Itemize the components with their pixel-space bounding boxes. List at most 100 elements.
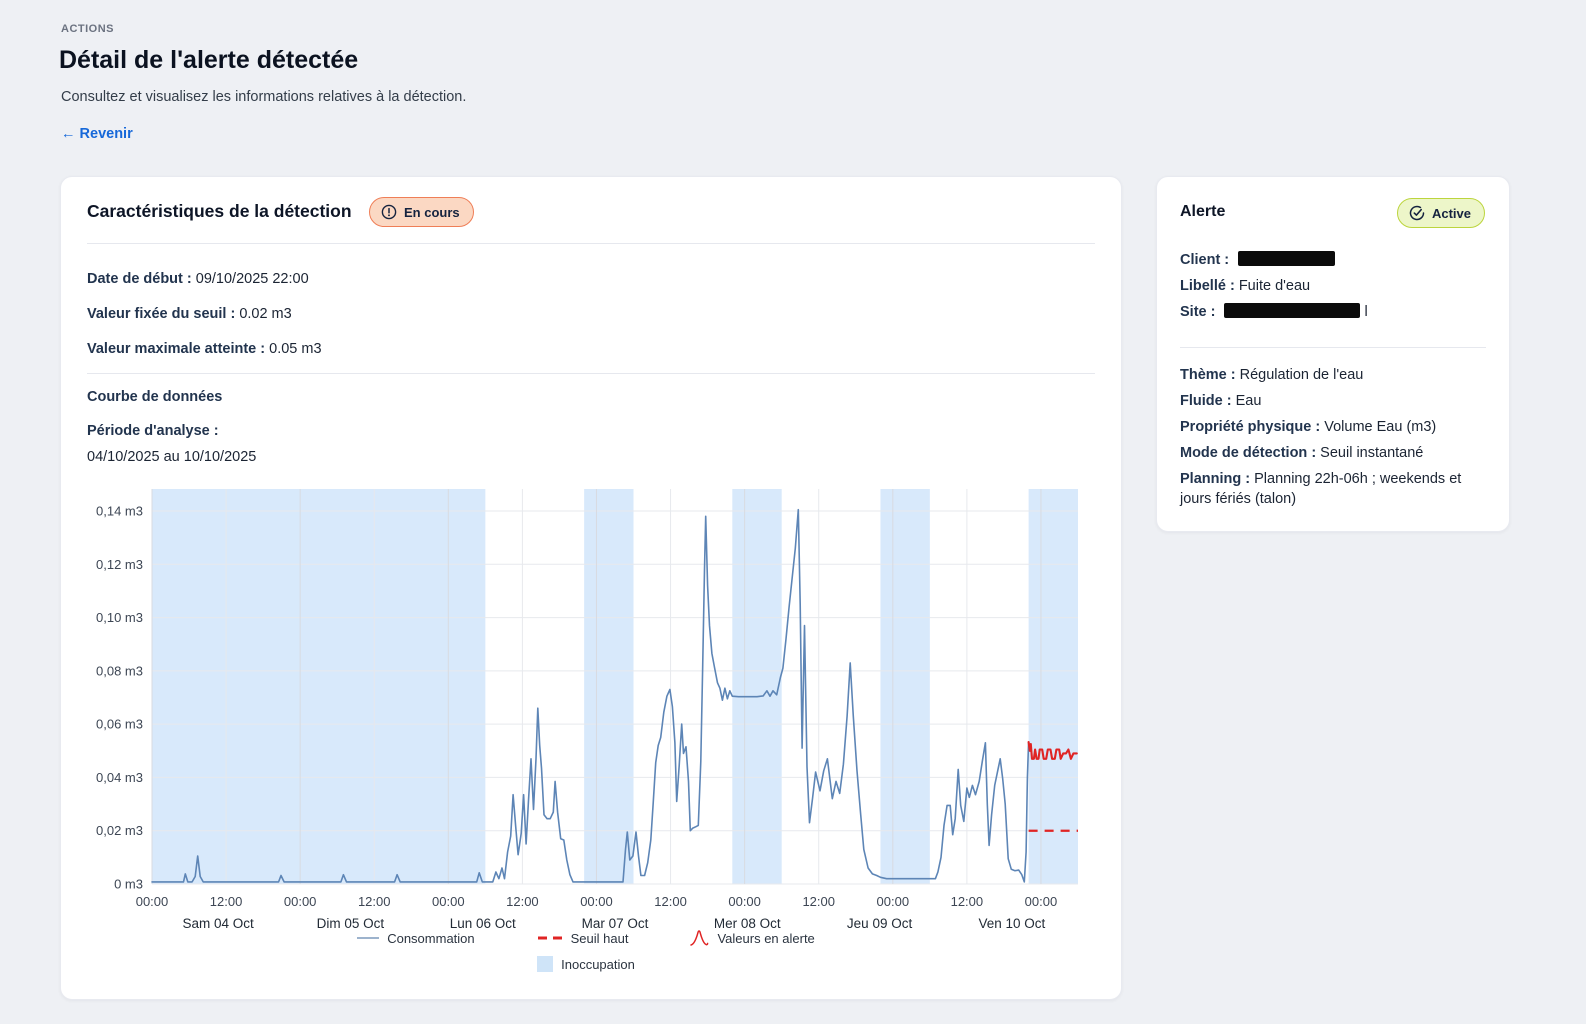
svg-text:00:00: 00:00 xyxy=(728,894,761,909)
alert-values-line xyxy=(1027,740,1078,760)
svg-text:0,12 m3: 0,12 m3 xyxy=(96,557,143,572)
field-fluide: Fluide : Eau xyxy=(1180,391,1490,411)
field-value: 0.02 m3 xyxy=(239,306,292,322)
field-value: l xyxy=(1364,304,1368,320)
field-theme: Thème : Régulation de l'eau xyxy=(1180,365,1490,385)
back-link[interactable]: ← Revenir xyxy=(61,126,133,142)
legend-item-consommation: Consommation xyxy=(357,929,475,947)
alert-identity-fields: Client : Libellé : Fuite d'eau Site : l xyxy=(1180,247,1368,325)
detection-fields: Date de début : 09/10/2025 22:00 Valeur f… xyxy=(87,271,322,376)
field-value: 09/10/2025 22:00 xyxy=(195,271,309,287)
svg-text:Dim 05 Oct: Dim 05 Oct xyxy=(317,916,385,931)
svg-text:12:00: 12:00 xyxy=(358,894,391,909)
legend-label: Seuil haut xyxy=(570,930,629,946)
svg-text:Ven 10 Oct: Ven 10 Oct xyxy=(978,916,1045,931)
page-title: Détail de l'alerte détectée xyxy=(59,46,359,74)
legend-label: Valeurs en alerte xyxy=(717,930,815,946)
alert-spike-swatch xyxy=(690,930,709,946)
breadcrumb-kicker: ACTIONS xyxy=(61,23,114,35)
field-label: Planning : xyxy=(1180,471,1255,487)
field-client: Client : xyxy=(1180,247,1368,273)
field-value: Régulation de l'eau xyxy=(1239,367,1364,383)
svg-text:12:00: 12:00 xyxy=(654,894,687,909)
svg-text:0,08 m3: 0,08 m3 xyxy=(96,663,143,678)
field-site: Site : l xyxy=(1180,299,1368,325)
status-badge-active: Active xyxy=(1396,198,1485,228)
legend-item-seuil-haut: Seuil haut xyxy=(537,929,629,947)
consumption-chart: 0 m3 0,02 m3 0,04 m3 0,06 m3 0,08 m3 0,10 m3 0… xyxy=(86,479,1096,931)
svg-text:12:00: 12:00 xyxy=(802,894,835,909)
field-label: Propriété physique : xyxy=(1180,419,1325,435)
inoccupation-band xyxy=(584,489,634,884)
legend-label: Inoccupation xyxy=(561,956,635,972)
svg-text:0,06 m3: 0,06 m3 xyxy=(96,717,143,732)
field-libelle: Libellé : Fuite d'eau xyxy=(1180,273,1368,299)
svg-text:00:00: 00:00 xyxy=(432,894,465,909)
svg-text:00:00: 00:00 xyxy=(284,894,317,909)
field-value: 0.05 m3 xyxy=(269,341,322,357)
field-label: Client : xyxy=(1180,252,1234,268)
analysis-period-label: Période d'analyse : xyxy=(87,423,219,439)
field-label: Thème : xyxy=(1180,367,1240,383)
svg-text:0,14 m3: 0,14 m3 xyxy=(96,504,143,519)
page-subtitle: Consultez et visualisez les informations… xyxy=(61,89,467,105)
svg-text:12:00: 12:00 xyxy=(506,894,539,909)
detection-card: Caractéristiques de la détection En cour… xyxy=(60,176,1122,1000)
svg-text:12:00: 12:00 xyxy=(951,894,984,909)
divider xyxy=(1180,347,1486,348)
chart-legend-row1: Consommation Seuil haut Valeurs en alerte xyxy=(86,929,1086,947)
svg-text:00:00: 00:00 xyxy=(136,894,169,909)
alert-card: Alerte Active Client : Libellé : Fuite d… xyxy=(1156,176,1510,532)
field-date-de-debut: Date de début : 09/10/2025 22:00 xyxy=(87,271,322,287)
threshold-dash-swatch xyxy=(537,936,562,940)
consumption-line xyxy=(151,508,1030,883)
field-planning: Planning : Planning 22h-06h ; weekends e… xyxy=(1180,469,1490,509)
status-badge-en-cours: En cours xyxy=(369,197,474,227)
alert-config-fields: Thème : Régulation de l'eau Fluide : Eau P… xyxy=(1180,365,1490,515)
svg-text:0,04 m3: 0,04 m3 xyxy=(96,770,143,785)
curve-section-title: Courbe de données xyxy=(87,389,223,405)
field-mode-de-detection: Mode de détection : Seuil instantané xyxy=(1180,443,1490,463)
svg-text:Mer 08 Oct: Mer 08 Oct xyxy=(714,916,781,931)
chart-legend-row2: Inoccupation xyxy=(86,956,1086,972)
svg-text:00:00: 00:00 xyxy=(580,894,613,909)
inoccupation-band xyxy=(152,489,486,884)
field-value: Seuil instantané xyxy=(1320,445,1424,461)
consumption-line-swatch xyxy=(357,937,380,939)
svg-text:Lun 06 Oct: Lun 06 Oct xyxy=(450,916,516,931)
field-label: Fluide : xyxy=(1180,393,1236,409)
detection-card-title: Caractéristiques de la détection xyxy=(87,201,352,221)
field-label: Date de début : xyxy=(87,271,196,287)
svg-text:00:00: 00:00 xyxy=(877,894,910,909)
field-label: Libellé : xyxy=(1180,278,1239,294)
svg-text:00:00: 00:00 xyxy=(1025,894,1058,909)
alert-card-title: Alerte xyxy=(1180,203,1226,220)
field-propriete-physique: Propriété physique : Volume Eau (m3) xyxy=(1180,417,1490,437)
redacted-value xyxy=(1238,251,1336,266)
svg-text:Jeu 09 Oct: Jeu 09 Oct xyxy=(847,916,913,931)
field-label: Valeur fixée du seuil : xyxy=(87,306,240,322)
inoccupation-band xyxy=(1028,489,1078,884)
alert-circle-icon xyxy=(381,204,397,220)
legend-item-inoccupation: Inoccupation xyxy=(537,956,635,972)
inoccupation-box-swatch xyxy=(537,956,554,972)
svg-text:0,02 m3: 0,02 m3 xyxy=(96,823,143,838)
check-circle-icon xyxy=(1409,205,1425,221)
svg-text:12:00: 12:00 xyxy=(210,894,243,909)
field-valeur-fixee-du-seuil: Valeur fixée du seuil : 0.02 m3 xyxy=(87,306,322,322)
analysis-period-value: 04/10/2025 au 10/10/2025 xyxy=(87,449,257,465)
svg-text:Sam 04 Oct: Sam 04 Oct xyxy=(183,916,255,931)
redacted-value xyxy=(1224,303,1361,318)
chart-svg: 0 m3 0,02 m3 0,04 m3 0,06 m3 0,08 m3 0,10 m3 0… xyxy=(96,489,1078,931)
field-value: Planning 22h-06h ; weekends et jours fér… xyxy=(1180,471,1462,507)
field-label: Site : xyxy=(1180,304,1220,320)
field-value: Volume Eau (m3) xyxy=(1324,419,1437,435)
legend-item-valeurs-en-alerte: Valeurs en alerte xyxy=(690,929,815,947)
svg-text:0 m3: 0 m3 xyxy=(114,877,143,892)
legend-label: Consommation xyxy=(387,930,475,946)
divider xyxy=(87,243,1095,244)
field-label: Mode de détection : xyxy=(1180,445,1321,461)
svg-text:Mar 07 Oct: Mar 07 Oct xyxy=(582,916,649,931)
divider xyxy=(87,373,1095,374)
svg-text:0,10 m3: 0,10 m3 xyxy=(96,610,143,625)
